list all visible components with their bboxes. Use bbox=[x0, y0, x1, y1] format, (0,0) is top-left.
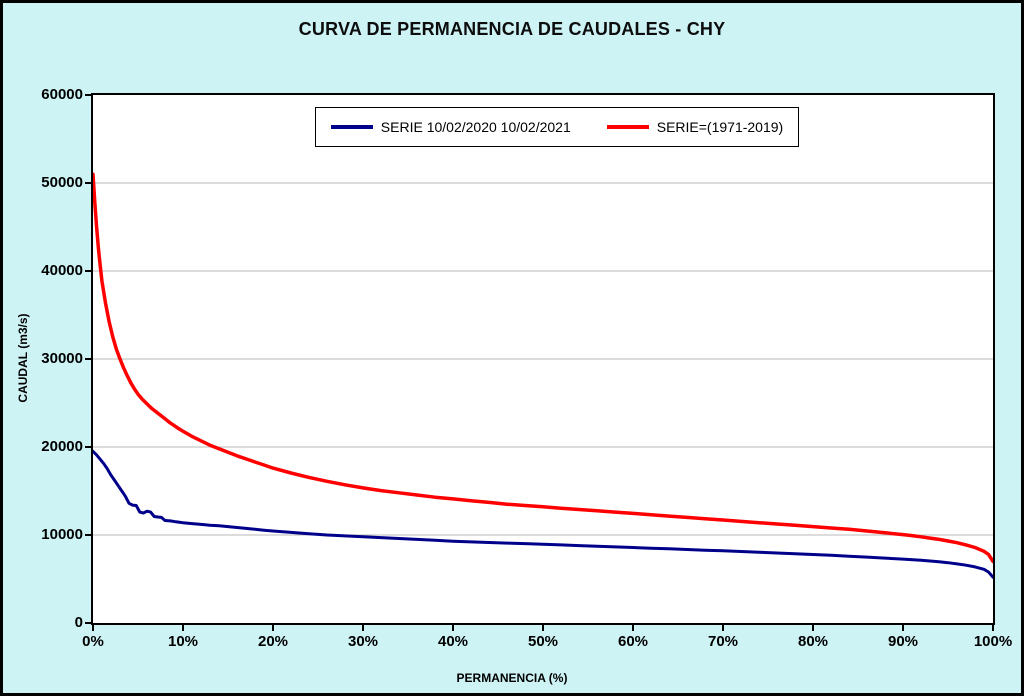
y-axis-tick bbox=[85, 270, 91, 272]
y-tick-label: 30000 bbox=[41, 350, 83, 367]
y-tick-label: 50000 bbox=[41, 174, 83, 191]
blue-line-swatch-icon bbox=[330, 125, 373, 129]
x-tick-label: 0% bbox=[82, 633, 104, 650]
x-axis-tick bbox=[92, 625, 94, 631]
y-axis-tick bbox=[85, 446, 91, 448]
x-tick-label: 30% bbox=[347, 633, 379, 650]
legend-label-serie-1971-2019: SERIE=(1971-2019) bbox=[656, 119, 784, 135]
legend-item-serie-1971-2019: SERIE=(1971-2019) bbox=[606, 119, 784, 135]
x-axis-tick bbox=[452, 625, 454, 631]
x-tick-label: 60% bbox=[617, 633, 649, 650]
y-axis-tick bbox=[85, 182, 91, 184]
x-axis-tick bbox=[722, 625, 724, 631]
x-tick-label: 80% bbox=[797, 633, 829, 650]
y-tick-label: 0 bbox=[74, 614, 83, 631]
x-tick-label: 40% bbox=[437, 633, 469, 650]
y-axis-tick bbox=[85, 358, 91, 360]
series-line-1 bbox=[93, 172, 993, 564]
plot-area bbox=[91, 93, 995, 625]
legend-label-serie-2020-2021: SERIE 10/02/2020 10/02/2021 bbox=[380, 119, 571, 135]
x-axis-tick bbox=[542, 625, 544, 631]
y-tick-label: 40000 bbox=[41, 262, 83, 279]
x-axis-tick bbox=[272, 625, 274, 631]
legend-item-serie-2020-2021: SERIE 10/02/2020 10/02/2021 bbox=[330, 119, 571, 135]
legend: SERIE 10/02/2020 10/02/2021 SERIE=(1971-… bbox=[315, 107, 799, 147]
x-axis-title: PERMANENCIA (%) bbox=[456, 671, 568, 685]
x-tick-label: 50% bbox=[527, 633, 559, 650]
x-tick-label: 20% bbox=[257, 633, 289, 650]
y-tick-label: 10000 bbox=[41, 526, 83, 543]
x-tick-label: 70% bbox=[707, 633, 739, 650]
series-line-0 bbox=[93, 449, 993, 579]
chart-title: CURVA DE PERMANENCIA DE CAUDALES - CHY bbox=[298, 19, 726, 39]
x-axis-tick bbox=[182, 625, 184, 631]
x-tick-label: 90% bbox=[887, 633, 919, 650]
y-tick-label: 20000 bbox=[41, 438, 83, 455]
y-axis-tick bbox=[85, 622, 91, 624]
x-axis-tick bbox=[902, 625, 904, 631]
y-axis-tick bbox=[85, 534, 91, 536]
y-tick-label: 60000 bbox=[41, 86, 83, 103]
x-tick-label: 10% bbox=[167, 633, 199, 650]
x-axis-tick bbox=[992, 625, 994, 631]
x-axis-tick bbox=[812, 625, 814, 631]
plot-canvas bbox=[93, 172, 993, 579]
y-axis-tick bbox=[85, 94, 91, 96]
x-axis-tick bbox=[362, 625, 364, 631]
x-axis-tick bbox=[632, 625, 634, 631]
x-tick-label: 100% bbox=[973, 633, 1013, 650]
red-line-swatch-icon bbox=[606, 125, 649, 129]
